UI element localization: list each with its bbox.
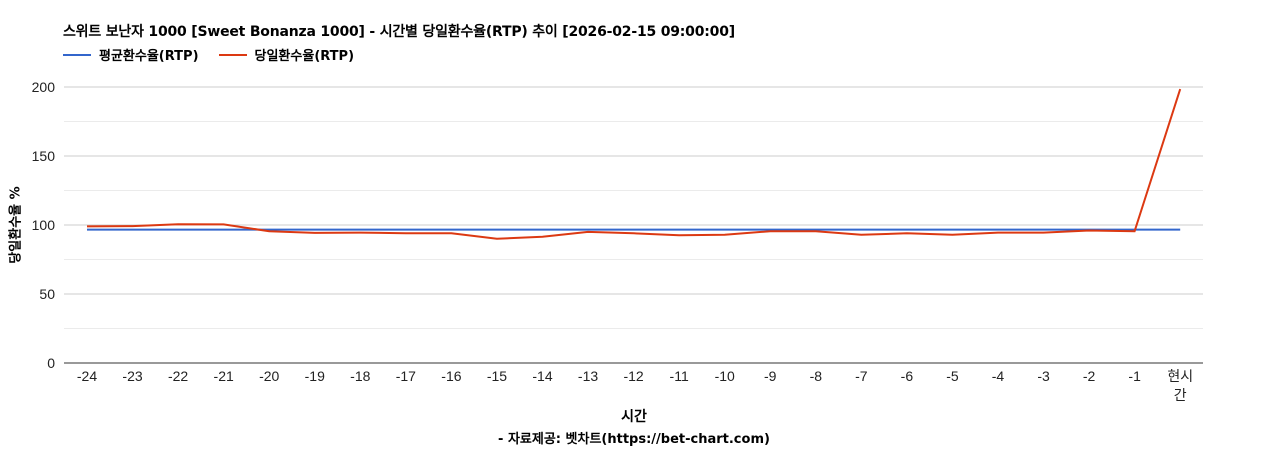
x-tick-label: -9 (764, 368, 777, 384)
legend-label: 당일환수율(RTP) (254, 49, 355, 64)
x-tick-label: -2 (1083, 368, 1096, 384)
y-tick-label: 50 (39, 286, 55, 302)
x-tick-label: -5 (946, 368, 959, 384)
x-axis-title: 시간 (621, 409, 647, 425)
x-tick-label: -3 (1037, 368, 1050, 384)
legend-label: 평균환수율(RTP) (99, 49, 199, 64)
legend-item-daily-rtp[interactable]: 당일환수율(RTP) (218, 45, 355, 64)
x-tick-label: -4 (992, 368, 1005, 384)
x-tick-label: -7 (855, 368, 868, 384)
legend: 평균환수율(RTP) 당일환수율(RTP) (63, 45, 374, 64)
x-tick-label: -17 (396, 368, 416, 384)
x-tick-label: -13 (578, 368, 598, 384)
chart-title: 스위트 보난자 1000 [Sweet Bonanza 1000] - 시간별 … (63, 24, 735, 40)
x-axis-ticks: -24 -23 -22 -21 -20 -19 -18 -17 -16 -15 -14 -13 -12 -… (77, 368, 1193, 403)
y-tick-label: 150 (32, 148, 56, 164)
y-tick-label: 200 (32, 79, 56, 95)
legend-swatch-red (218, 53, 247, 56)
x-tick-label: -20 (259, 368, 279, 384)
x-tick-label: -1 (1128, 368, 1141, 384)
legend-swatch-blue (63, 53, 91, 56)
x-tick-label: -18 (350, 368, 370, 384)
x-tick-label: -14 (532, 368, 552, 384)
x-tick-label: 현시 간 (1167, 368, 1193, 403)
y-axis-ticks: 0 50 100 150 200 (32, 79, 56, 371)
x-tick-label: -24 (77, 368, 97, 384)
gridlines (64, 86, 1203, 329)
x-tick-label: -23 (122, 368, 142, 384)
x-tick-label: -8 (810, 368, 823, 384)
x-tick-label: -21 (214, 368, 234, 384)
legend-item-average-rtp[interactable]: 평균환수율(RTP) (63, 45, 199, 64)
series-daily-rtp-line (86, 88, 1182, 240)
y-tick-label: 100 (32, 217, 56, 233)
data-credit: - 자료제공: 벳차트(https://bet-chart.com) (498, 432, 770, 447)
x-tick-label: -15 (487, 368, 507, 384)
y-tick-label: 0 (47, 355, 55, 371)
x-tick-label: -12 (623, 368, 643, 384)
x-tick-label: -19 (305, 368, 325, 384)
x-tick-label: -10 (715, 368, 735, 384)
x-tick-label: -22 (168, 368, 188, 384)
x-tick-label: -11 (670, 368, 689, 384)
x-tick-label: -16 (441, 368, 461, 384)
x-tick-label: -6 (901, 368, 914, 384)
